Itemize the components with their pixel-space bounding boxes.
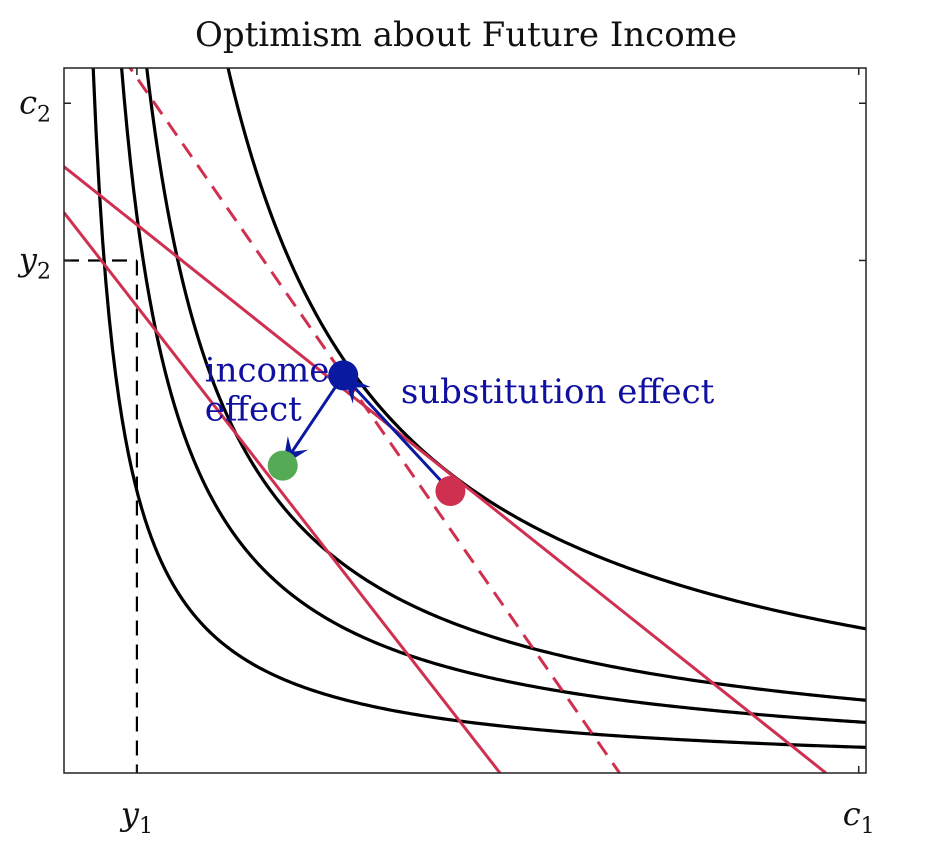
axis-ticks: y1 c1 y2 c2 [17, 68, 875, 839]
budget-line-1 [64, 165, 827, 773]
indifference-curve-4 [226, 68, 866, 631]
arrow-shaft-2 [290, 374, 345, 453]
annotation-1: substitution effect [401, 372, 715, 412]
annotations: substitution effect income effect [205, 351, 715, 430]
bundle-point-2 [328, 360, 359, 391]
bundle-points [267, 360, 466, 506]
arrow-shaft-1 [353, 386, 452, 493]
budget-lines [64, 68, 827, 773]
y-tick-label-1: y2 [17, 240, 51, 284]
plot-frame [63, 67, 867, 774]
indifference-curves [91, 68, 866, 749]
guide-lines [64, 259, 139, 773]
budget-line-2 [64, 211, 502, 773]
budget-line-3 [128, 68, 621, 773]
x-tick-label-1: y1 [119, 795, 153, 839]
chart-title: Optimism about Future Income [195, 15, 737, 55]
y-tick-label-2: c2 [19, 83, 51, 127]
indifference-curve-3 [145, 68, 866, 702]
indifference-curve-1 [91, 68, 866, 749]
annotation-2: income effect [205, 351, 330, 430]
indifference-curve-2 [120, 68, 866, 724]
x-tick-label-2: c1 [843, 795, 875, 839]
bundle-point-3 [267, 450, 298, 481]
bundle-point-1 [435, 476, 466, 506]
